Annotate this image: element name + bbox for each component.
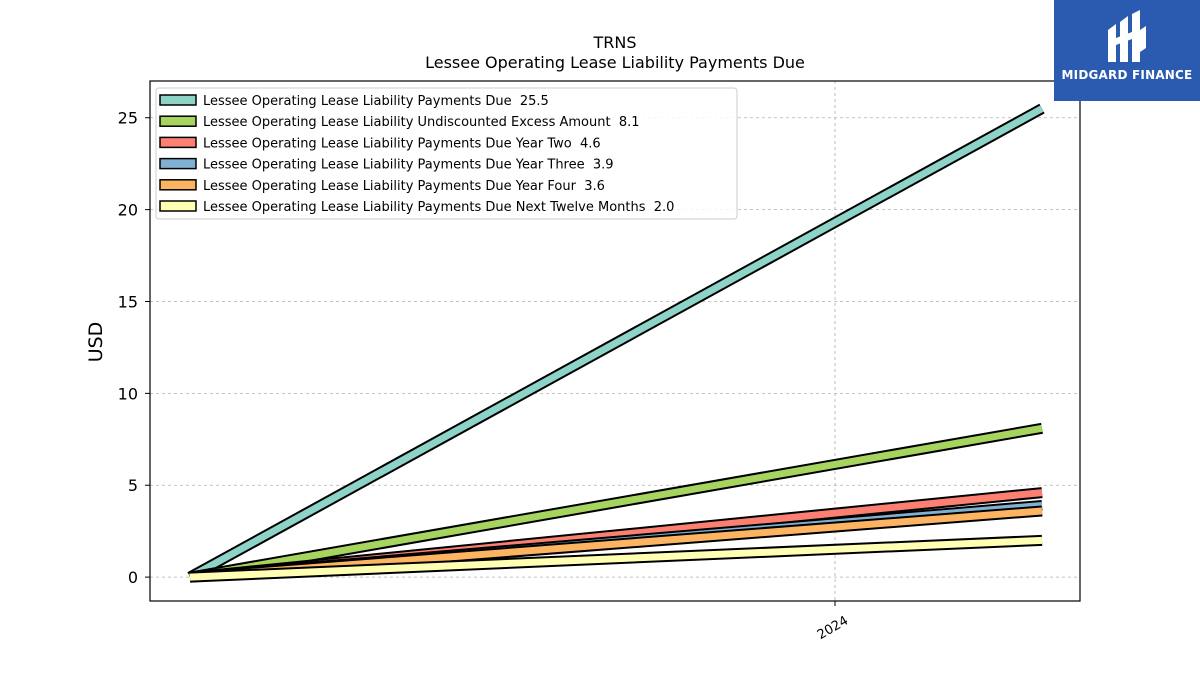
y-tick-label: 5 xyxy=(128,476,138,495)
y-tick-label: 20 xyxy=(118,201,138,220)
y-axis: 0 5 10 15 20 25 xyxy=(118,109,150,587)
series-line-2 xyxy=(189,424,1043,581)
x-tick-label: 2024 xyxy=(815,613,851,643)
legend-swatch xyxy=(159,136,197,149)
series-line-6 xyxy=(189,536,1043,581)
chart-subtitle: Lessee Operating Lease Liability Payment… xyxy=(425,53,805,72)
legend-swatch xyxy=(159,200,197,212)
series-line-1 xyxy=(188,105,1044,581)
legend-swatch xyxy=(159,157,197,170)
series-layer xyxy=(187,103,1045,583)
legend-label: Lessee Operating Lease Liability Payment… xyxy=(203,158,614,173)
chart-title: TRNS xyxy=(592,33,636,52)
y-tick-label: 10 xyxy=(118,384,138,403)
plot-frame xyxy=(149,80,1081,602)
grid xyxy=(150,81,1080,601)
legend-swatch xyxy=(159,94,197,106)
legend-swatch xyxy=(159,179,197,191)
legend-box xyxy=(155,87,738,220)
legend-label: Lessee Operating Lease Liability Payment… xyxy=(203,200,674,215)
brand-logo: MIDGARD FINANCE xyxy=(1054,0,1200,101)
y-tick-label: 0 xyxy=(128,568,138,587)
legend-swatch xyxy=(159,115,197,127)
logo-text: MIDGARD FINANCE xyxy=(1061,68,1193,82)
legend: Lessee Operating Lease Liability Payment… xyxy=(155,87,738,220)
logo-mark-icon xyxy=(1108,10,1146,62)
legend-label: Lessee Operating Lease Liability Payment… xyxy=(203,179,605,194)
y-tick-label: 15 xyxy=(118,292,138,311)
x-axis: 2024 xyxy=(815,601,851,643)
legend-label: Lessee Operating Lease Liability Payment… xyxy=(203,94,549,109)
legend-label: Lessee Operating Lease Liability Undisco… xyxy=(203,115,640,130)
legend-label: Lessee Operating Lease Liability Payment… xyxy=(203,136,601,151)
y-tick-label: 25 xyxy=(118,109,138,128)
y-axis-label: USD xyxy=(85,322,107,363)
